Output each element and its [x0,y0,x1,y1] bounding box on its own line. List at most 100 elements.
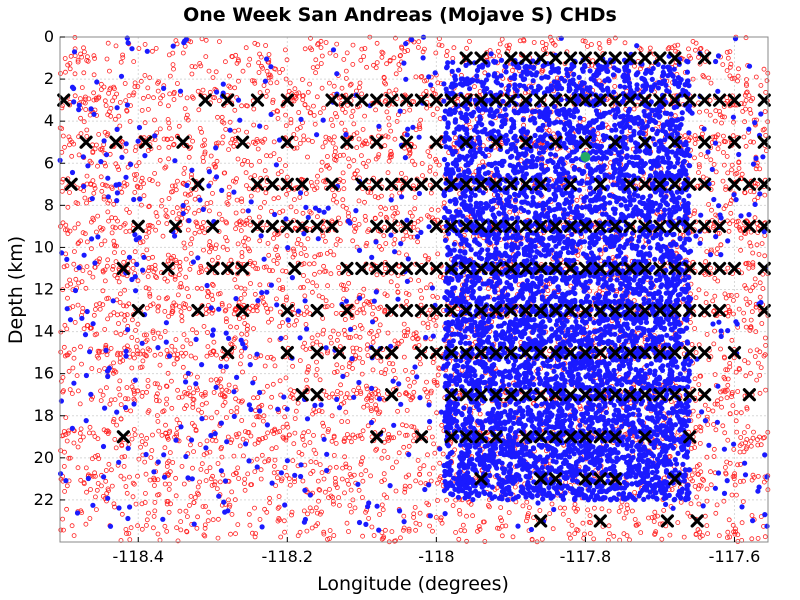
red-point [738,410,744,416]
red-point [89,219,94,225]
red-point [286,476,292,482]
red-point [498,505,504,511]
red-point [147,177,153,182]
red-point [329,303,335,309]
red-point [226,497,231,503]
red-point [271,196,277,202]
red-point [361,54,367,59]
red-point [252,469,258,475]
red-point [274,475,280,481]
red-point [369,524,375,530]
red-point [754,347,760,353]
red-point [201,142,207,148]
red-point [166,120,172,126]
red-point [740,109,746,114]
red-point [297,125,303,130]
red-point [346,280,352,286]
red-point [569,522,575,528]
red-point [208,377,214,383]
red-point [69,523,75,529]
red-point [301,273,306,278]
red-point [720,388,726,394]
red-point [373,390,379,396]
red-point [127,228,133,234]
red-point [309,525,315,531]
red-point [710,408,716,414]
red-point [433,156,438,162]
red-point [155,531,161,537]
red-point [540,40,545,45]
red-point [283,268,289,274]
red-point [83,285,89,291]
red-point [417,126,423,132]
red-point [328,493,334,499]
red-point [59,188,65,194]
red-point [415,239,421,245]
red-point [211,390,217,395]
red-point [738,235,744,241]
red-point [572,501,578,507]
red-point [405,48,411,53]
red-point [94,142,99,148]
red-point [147,291,153,297]
red-point [360,306,366,312]
red-point [251,122,257,128]
red-point [497,41,503,47]
red-point [266,456,272,462]
red-point [260,294,266,300]
red-point [333,464,339,470]
red-point [174,417,180,423]
red-point [381,534,387,540]
red-point [92,332,98,338]
red-point [107,401,113,407]
red-point [239,196,245,202]
red-point [344,144,350,150]
red-point [381,471,387,477]
red-point [297,529,303,535]
red-point [96,355,101,361]
red-point [122,454,128,460]
red-point [368,406,374,412]
red-point [597,45,603,51]
red-point [157,157,163,163]
red-point [224,247,230,253]
red-point [200,220,206,225]
red-point [419,161,425,166]
red-point [729,394,734,400]
red-point [145,274,151,280]
red-point [434,106,440,112]
red-point [625,506,630,511]
red-point [477,411,483,417]
red-point [323,392,329,398]
red-point [103,478,109,484]
red-point [253,531,259,536]
red-point [79,361,84,367]
red-point [130,92,136,98]
red-point [224,238,230,244]
red-point [300,284,306,290]
red-point [364,386,370,392]
red-point [121,303,126,309]
red-point [417,361,423,367]
red-point [137,185,143,190]
red-point [756,360,761,366]
red-point [297,140,303,146]
red-point [239,250,245,255]
red-point [143,471,149,477]
red-point [334,362,340,368]
red-point [164,136,170,142]
red-point [320,233,326,239]
red-point [207,465,213,471]
red-point [466,499,472,505]
red-point [724,153,730,159]
red-point [349,114,355,119]
red-point [268,153,274,159]
red-point [317,269,323,275]
red-point [418,288,423,294]
red-point [423,285,429,291]
red-point [224,387,230,393]
red-point [266,52,272,57]
red-point [88,487,93,492]
red-point [343,205,349,211]
red-point [191,390,197,396]
